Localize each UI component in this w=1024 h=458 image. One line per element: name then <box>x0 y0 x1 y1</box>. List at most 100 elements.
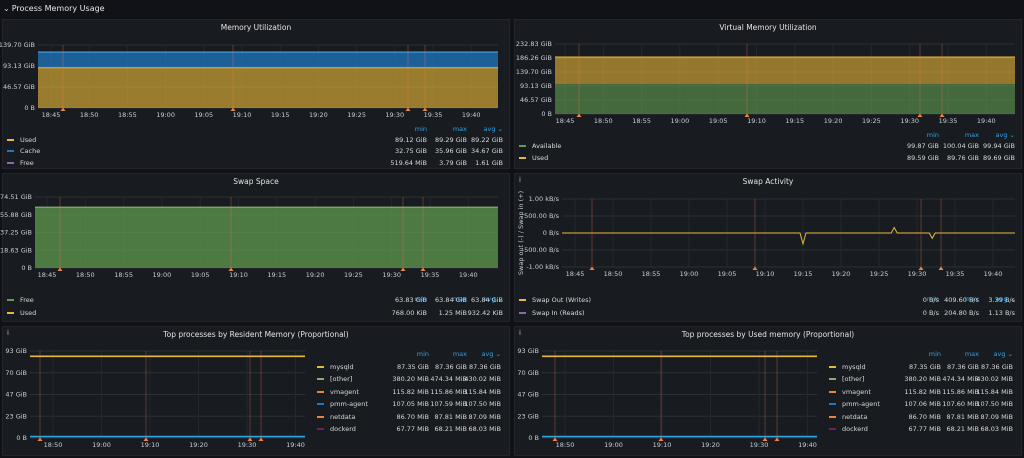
annotation-marker[interactable] <box>938 266 944 271</box>
legend-value-max: 89.29 GiB <box>435 135 467 144</box>
y-tick-label: 0 B/s <box>543 229 560 237</box>
info-icon[interactable]: i <box>7 329 9 337</box>
row-header[interactable]: ⌄ Process Memory Usage <box>0 0 1024 17</box>
info-icon[interactable]: i <box>519 176 521 184</box>
annotation-marker[interactable] <box>422 107 428 112</box>
legend-col-max[interactable]: max <box>452 124 467 133</box>
annotation-marker[interactable] <box>576 113 582 118</box>
chart-svg[interactable]: 232.83 GiB 186.26 GiB 139.70 GiB 93.13 GiB 4… <box>515 20 1023 170</box>
annotation-marker[interactable] <box>917 113 923 118</box>
legend-item-used[interactable]: Used 89.12 GiB 89.29 GiB 89.22 GiB <box>7 135 507 144</box>
legend-value-avg: 1.61 GiB <box>475 158 503 167</box>
legend-item-swapinreads[interactable]: Swap In (Reads) 0 B/s 204.80 B/s 1.13 B/s <box>519 308 1019 317</box>
x-tick-label: 19:40 <box>286 441 305 449</box>
legend-item-other[interactable]: [other] 380.20 MiB 474.34 MiB 430.02 MiB <box>829 375 1017 384</box>
legend-item-available[interactable]: Available 99.87 GiB 100.04 GiB 99.94 GiB <box>519 141 1019 150</box>
annotation-marker[interactable] <box>143 437 149 442</box>
chevron-down-icon[interactable]: ⌄ <box>3 4 10 13</box>
legend-col-avg[interactable]: avg ⌄ <box>483 294 503 303</box>
legend-item-free[interactable]: Free 519.64 MiB 3.79 GiB 1.61 GiB <box>7 158 507 167</box>
annotation-marker[interactable] <box>658 437 664 442</box>
legend-item-mysqld[interactable]: mysqld 87.35 GiB 87.36 GiB 87.36 GiB <box>317 362 505 371</box>
x-tick-label: 18:55 <box>642 270 661 278</box>
annotation-marker[interactable] <box>918 266 924 271</box>
legend-value-min: 86.70 MiB <box>908 412 941 421</box>
panel-swap-space[interactable]: Swap Space 74.51 GiB 55.88 GiB 37.25 GiB 18.… <box>0 173 511 323</box>
annotation-marker[interactable] <box>230 107 236 112</box>
legend-col-min[interactable]: min <box>414 124 427 133</box>
panel-title[interactable]: Virtual Memory Utilization <box>719 23 817 32</box>
legend-item-pmmagent[interactable]: pmm-agent 107.05 MiB 107.59 MiB 107.50 MiB <box>317 400 505 409</box>
annotation-marker[interactable] <box>774 437 780 442</box>
legend-item-netdata[interactable]: netdata 86.70 MiB 87.81 MiB 87.09 MiB <box>829 412 1017 421</box>
legend-item-free[interactable]: Free 63.83 GiB 63.84 GiB 63.84 GiB <box>7 295 507 304</box>
legend-col-max[interactable]: max <box>452 349 467 358</box>
annotation-marker[interactable] <box>552 437 558 442</box>
chart-svg[interactable]: 93 GiB 70 GiB 47 GiB 23 GiB 0 B 18:50 19:00 19:… <box>3 327 511 457</box>
annotation-marker[interactable] <box>405 107 411 112</box>
legend-col-max[interactable]: max <box>452 294 467 303</box>
chart-svg[interactable]: 93 GiB 70 GiB 47 GiB 23 GiB 0 B 18:50 19:00 19:… <box>515 327 1023 457</box>
legend-item-cache[interactable]: Cache 32.75 GiB 35.96 GiB 34.67 GiB <box>7 147 507 156</box>
legend-swatch <box>7 298 14 301</box>
chart-svg[interactable]: 1.00 kB/s 500.00 B/s 0 B/s -500.00 B/s -1.00… <box>515 174 1023 323</box>
legend-value-min: 87.35 GiB <box>397 362 429 371</box>
panel-title[interactable]: Memory Utilization <box>220 23 292 32</box>
annotation-marker[interactable] <box>420 267 426 272</box>
legend-item-vmagent[interactable]: vmagent 115.82 MiB 115.86 MiB 115.84 MiB <box>829 387 1017 396</box>
legend-col-max[interactable]: max <box>964 130 979 139</box>
annotation-marker[interactable] <box>60 107 66 112</box>
legend-item-swapoutwrites[interactable]: Swap Out (Writes) 0 B/s 409.60 B/s 3.39 B/s <box>519 295 1019 304</box>
info-icon[interactable]: i <box>519 329 521 337</box>
panel-title[interactable]: Top processes by Resident Memory (Propor… <box>163 330 349 339</box>
annotation-marker[interactable] <box>228 267 234 272</box>
legend-item-dockerd[interactable]: dockerd 67.77 MiB 68.21 MiB 68.03 MiB <box>317 425 505 434</box>
legend-col-avg[interactable]: avg ⌄ <box>993 349 1013 358</box>
legend-col-min[interactable]: min <box>416 349 429 358</box>
y-tick-label: 23 GiB <box>517 412 539 420</box>
legend-item-vmagent[interactable]: vmagent 115.82 MiB 115.86 MiB 115.84 MiB <box>317 387 505 396</box>
legend-col-min[interactable]: min <box>928 349 941 358</box>
annotation-marker[interactable] <box>762 437 768 442</box>
legend-item-used[interactable]: Used 768.00 KiB 1.25 MiB 932.42 KiB <box>7 308 507 317</box>
legend-item-pmmagent[interactable]: pmm-agent 107.06 MiB 107.60 MiB 107.50 MiB <box>829 400 1017 409</box>
legend-item-dockerd[interactable]: dockerd 67.77 MiB 68.21 MiB 68.03 MiB <box>829 425 1017 434</box>
annotation-marker[interactable] <box>939 113 945 118</box>
annotation-marker[interactable] <box>258 437 264 442</box>
legend-col-avg[interactable]: avg ⌄ <box>481 349 501 358</box>
legend-col-min[interactable]: min <box>414 294 427 303</box>
legend-item-netdata[interactable]: netdata 86.70 MiB 87.81 MiB 87.09 MiB <box>317 412 505 421</box>
chart-svg[interactable]: 139.70 GiB 93.13 GiB 46.57 GiB 0 B 18:45 18:5… <box>0 20 511 170</box>
panel-memory-utilization[interactable]: Memory Utilization 139.70 GiB 93.13 GiB 46.… <box>0 19 511 170</box>
panel-title[interactable]: Swap Space <box>233 177 279 186</box>
chart-svg[interactable]: 74.51 GiB 55.88 GiB 37.25 GiB 18.63 GiB 0 B 1… <box>0 174 511 323</box>
panel-top-processes-used-memory[interactable]: Top processes by Used memory (Proportion… <box>514 326 1022 456</box>
legend-col-avg[interactable]: avg ⌄ <box>483 124 503 133</box>
legend-item-other[interactable]: [other] 380.20 MiB 474.34 MiB 430.02 MiB <box>317 375 505 384</box>
panel-top-processes-resident-memory[interactable]: Top processes by Resident Memory (Propor… <box>2 326 510 456</box>
legend-col-min[interactable]: min <box>926 130 939 139</box>
annotation-marker[interactable] <box>744 113 750 118</box>
legend-value-min: 89.12 GiB <box>395 135 427 144</box>
legend-value-max: 204.80 B/s <box>944 308 979 317</box>
legend-value-min: 0 B/s <box>922 308 939 317</box>
legend-col-avg[interactable]: avg ⌄ <box>995 130 1015 139</box>
annotation-marker[interactable] <box>752 266 758 271</box>
panel-title[interactable]: Top processes by Used memory (Proportion… <box>681 330 855 339</box>
legend-item-mysqld[interactable]: mysqld 87.35 GiB 87.36 GiB 87.36 GiB <box>829 362 1017 371</box>
legend-col-min[interactable]: min <box>926 294 939 303</box>
panel-title[interactable]: Swap Activity <box>742 177 794 186</box>
panel-swap-activity[interactable]: Swap Activity i 1.00 kB/s 500.00 B/s 0 B/s -5… <box>514 173 1022 322</box>
legend-col-max[interactable]: max <box>964 349 979 358</box>
panel-virtual-memory-utilization[interactable]: Virtual Memory Utilization 232.83 GiB 186.… <box>514 19 1022 169</box>
legend-value-max: 87.36 GiB <box>947 362 979 371</box>
legend-value-avg: 87.36 GiB <box>981 362 1013 371</box>
annotation-marker[interactable] <box>247 437 253 442</box>
annotation-marker[interactable] <box>57 267 63 272</box>
legend-col-max[interactable]: max <box>964 294 979 303</box>
legend-item-used[interactable]: Used 89.59 GiB 89.76 GiB 89.69 GiB <box>519 153 1019 162</box>
annotation-marker[interactable] <box>400 267 406 272</box>
annotation-marker[interactable] <box>589 266 595 271</box>
legend-col-avg[interactable]: avg ⌄ <box>995 294 1015 303</box>
annotation-marker[interactable] <box>37 437 43 442</box>
